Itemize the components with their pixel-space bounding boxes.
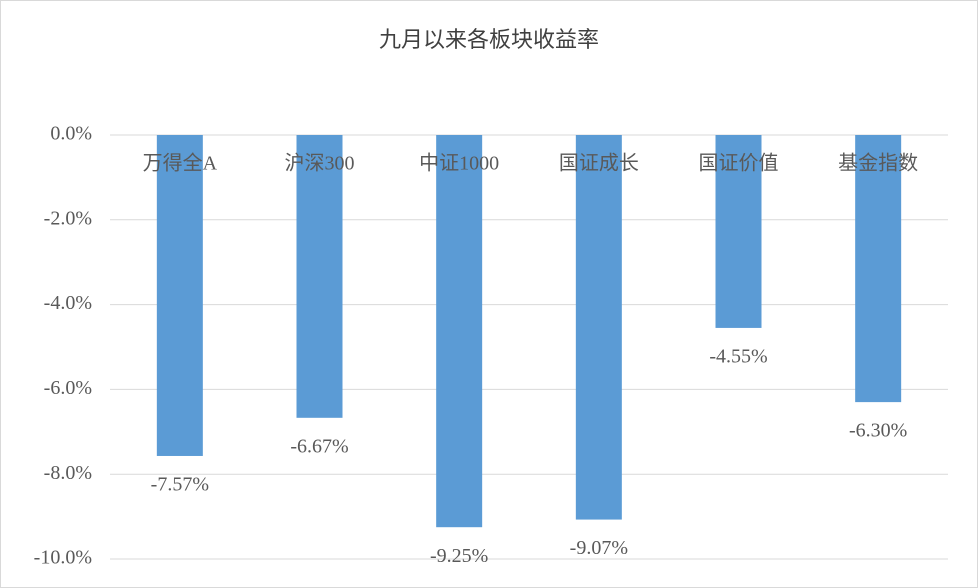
- y-tick-label: -8.0%: [44, 462, 92, 484]
- data-label: -9.25%: [430, 545, 488, 567]
- bar: [715, 135, 762, 328]
- data-label: -6.67%: [290, 435, 348, 457]
- data-label: -7.57%: [151, 474, 209, 496]
- x-tick-label: 沪深300: [285, 152, 355, 175]
- bar: [296, 135, 343, 418]
- y-tick-label: -4.0%: [44, 292, 92, 314]
- bar: [575, 135, 622, 520]
- x-tick-label: 国证价值: [699, 152, 779, 175]
- y-tick-label: 0.0%: [50, 123, 92, 145]
- y-tick-label: -6.0%: [44, 377, 92, 399]
- y-tick-label: -10.0%: [34, 547, 92, 569]
- x-tick-label: 万得全A: [143, 152, 218, 175]
- bar: [855, 135, 902, 403]
- data-label: -9.07%: [570, 537, 628, 559]
- data-label: -6.30%: [849, 420, 907, 442]
- chart-title: 九月以来各板块收益率: [379, 27, 599, 52]
- y-tick-label: -2.0%: [44, 207, 92, 229]
- data-label: -4.55%: [709, 346, 767, 368]
- x-tick-label: 基金指数: [838, 152, 918, 175]
- x-tick-label: 中证1000: [419, 152, 499, 175]
- bar: [156, 135, 203, 456]
- bar: [436, 135, 483, 528]
- x-tick-label: 国证成长: [559, 152, 639, 175]
